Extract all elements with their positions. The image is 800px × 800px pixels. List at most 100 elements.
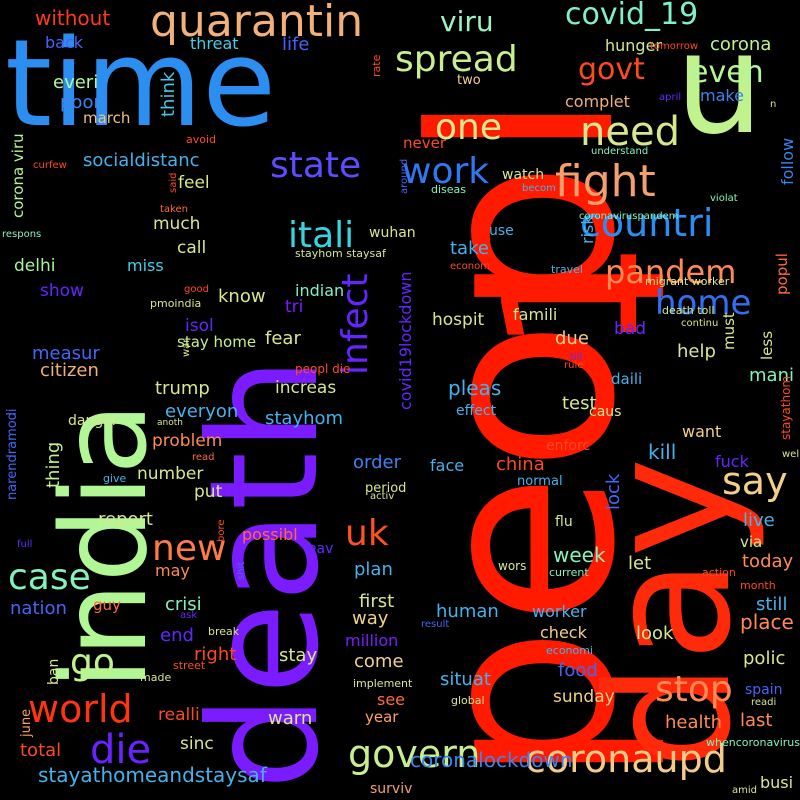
word-hospit: hospit <box>432 310 485 330</box>
word-want: want <box>682 422 722 441</box>
word-diseas: diseas <box>431 183 467 196</box>
word-flu: flu <box>555 514 573 530</box>
word-normal: normal <box>517 474 563 489</box>
word-curfew: curfew <box>33 160 67 171</box>
word-poor: poor <box>60 92 101 113</box>
word-everyon: everyon <box>165 401 239 422</box>
word-life: life <box>282 34 310 55</box>
word-use: use <box>489 223 514 239</box>
word-ask: ask <box>180 610 198 621</box>
word-daili: daili <box>611 370 643 388</box>
word-lock: lock <box>603 473 624 510</box>
word-right: right <box>194 644 237 665</box>
word-global: global <box>451 694 485 707</box>
word-result: result <box>421 619 450 630</box>
word-full: full <box>17 539 33 550</box>
word-show: show <box>40 281 84 301</box>
word-see: see <box>377 690 406 709</box>
word-need: need <box>580 109 680 155</box>
word-continu: continu <box>681 318 719 329</box>
word-first: first <box>359 591 395 612</box>
word-economi: economi <box>546 644 594 657</box>
word-isol: isol <box>185 316 214 336</box>
word-face: face <box>430 456 465 475</box>
word-never: never <box>403 134 447 152</box>
word-stay-home: stay home <box>177 333 257 351</box>
word-tomorrow: tomorrow <box>650 41 699 52</box>
word-time: time <box>5 15 277 154</box>
word-coronaupd: coronaupd <box>525 737 727 781</box>
word-spain: spain <box>745 682 783 698</box>
word-crisi: crisi <box>165 594 202 615</box>
word-war: war <box>181 338 192 357</box>
word-measur: measur <box>32 343 100 364</box>
word-danger: danger <box>68 413 118 429</box>
word-situat: situat <box>440 669 491 690</box>
word-whencoronavirusisov: whencoronavirusisov <box>706 736 800 749</box>
word-state: state <box>270 145 362 186</box>
word-anoth: anoth <box>157 418 183 428</box>
word-increas: increas <box>275 378 337 398</box>
word-china: china <box>496 454 545 475</box>
word-pandem: pandem <box>605 253 737 291</box>
word-peopl-die: peopl die <box>295 362 351 376</box>
word-today: today <box>742 551 794 572</box>
word-narendramodi: narendramodi <box>5 408 20 500</box>
word-feel: feel <box>178 173 210 193</box>
word-said: said <box>168 172 179 193</box>
word-march: march <box>83 109 131 127</box>
word-put: put <box>194 482 223 502</box>
word-read: read <box>192 452 215 463</box>
word-place: place <box>740 610 794 634</box>
word-econom: econom <box>450 261 490 272</box>
word-much: much <box>153 214 201 234</box>
word-without: without <box>35 6 111 30</box>
word-itali: itali <box>288 215 355 256</box>
word-bore: bore <box>216 519 227 542</box>
word-leav: leav <box>304 541 334 557</box>
word-citizen: citizen <box>40 360 99 381</box>
word-coronaviruspandem: coronaviruspandem <box>579 211 679 222</box>
word-less: less <box>758 330 776 360</box>
word-even: even <box>690 55 764 90</box>
word-watch: watch <box>502 167 545 183</box>
word-complet: complet <box>565 92 630 111</box>
word-bad: bad <box>614 319 646 339</box>
word-still: still <box>756 594 788 615</box>
word-two: two <box>457 73 481 88</box>
word-month: month <box>740 579 776 592</box>
word-go: go <box>70 642 115 683</box>
word-sunday: sunday <box>553 687 615 707</box>
word-trump: trump <box>155 378 210 399</box>
word-viru: viru <box>440 5 494 38</box>
word-govt: govt <box>578 52 645 87</box>
word-mani: mani <box>749 365 794 386</box>
word-shit: shit <box>236 561 247 580</box>
word-week: week <box>553 543 606 567</box>
word-realli: realli <box>158 705 200 725</box>
word-hunger: hunger <box>605 36 662 55</box>
word-covid19lockdown: covid19lockdown <box>396 271 415 410</box>
word-violat: violat <box>710 193 738 204</box>
word-look: look <box>636 623 674 644</box>
word-human: human <box>436 601 499 622</box>
word-respons: respons <box>2 229 42 240</box>
word-number: number <box>137 464 204 484</box>
word-spread: spread <box>395 39 518 80</box>
word-fight: fight <box>555 156 656 207</box>
word-understand: understand <box>591 146 649 157</box>
word-corona: corona <box>710 34 772 55</box>
word-nation: nation <box>10 598 67 619</box>
word-corona-viru: corona viru <box>9 133 27 218</box>
word-everi: everi <box>53 72 99 93</box>
word-back: back <box>45 33 84 52</box>
word-give: give <box>103 472 127 485</box>
word-taken: taken <box>160 204 188 215</box>
word-activ: activ <box>370 491 395 502</box>
word-good: good <box>184 284 209 295</box>
word-via: via <box>740 533 763 551</box>
word-enforc: enforc <box>546 438 591 454</box>
word-make: make <box>700 86 744 105</box>
word-socialdistanc: socialdistanc <box>83 150 200 171</box>
word-fuck: fuck <box>715 452 749 471</box>
